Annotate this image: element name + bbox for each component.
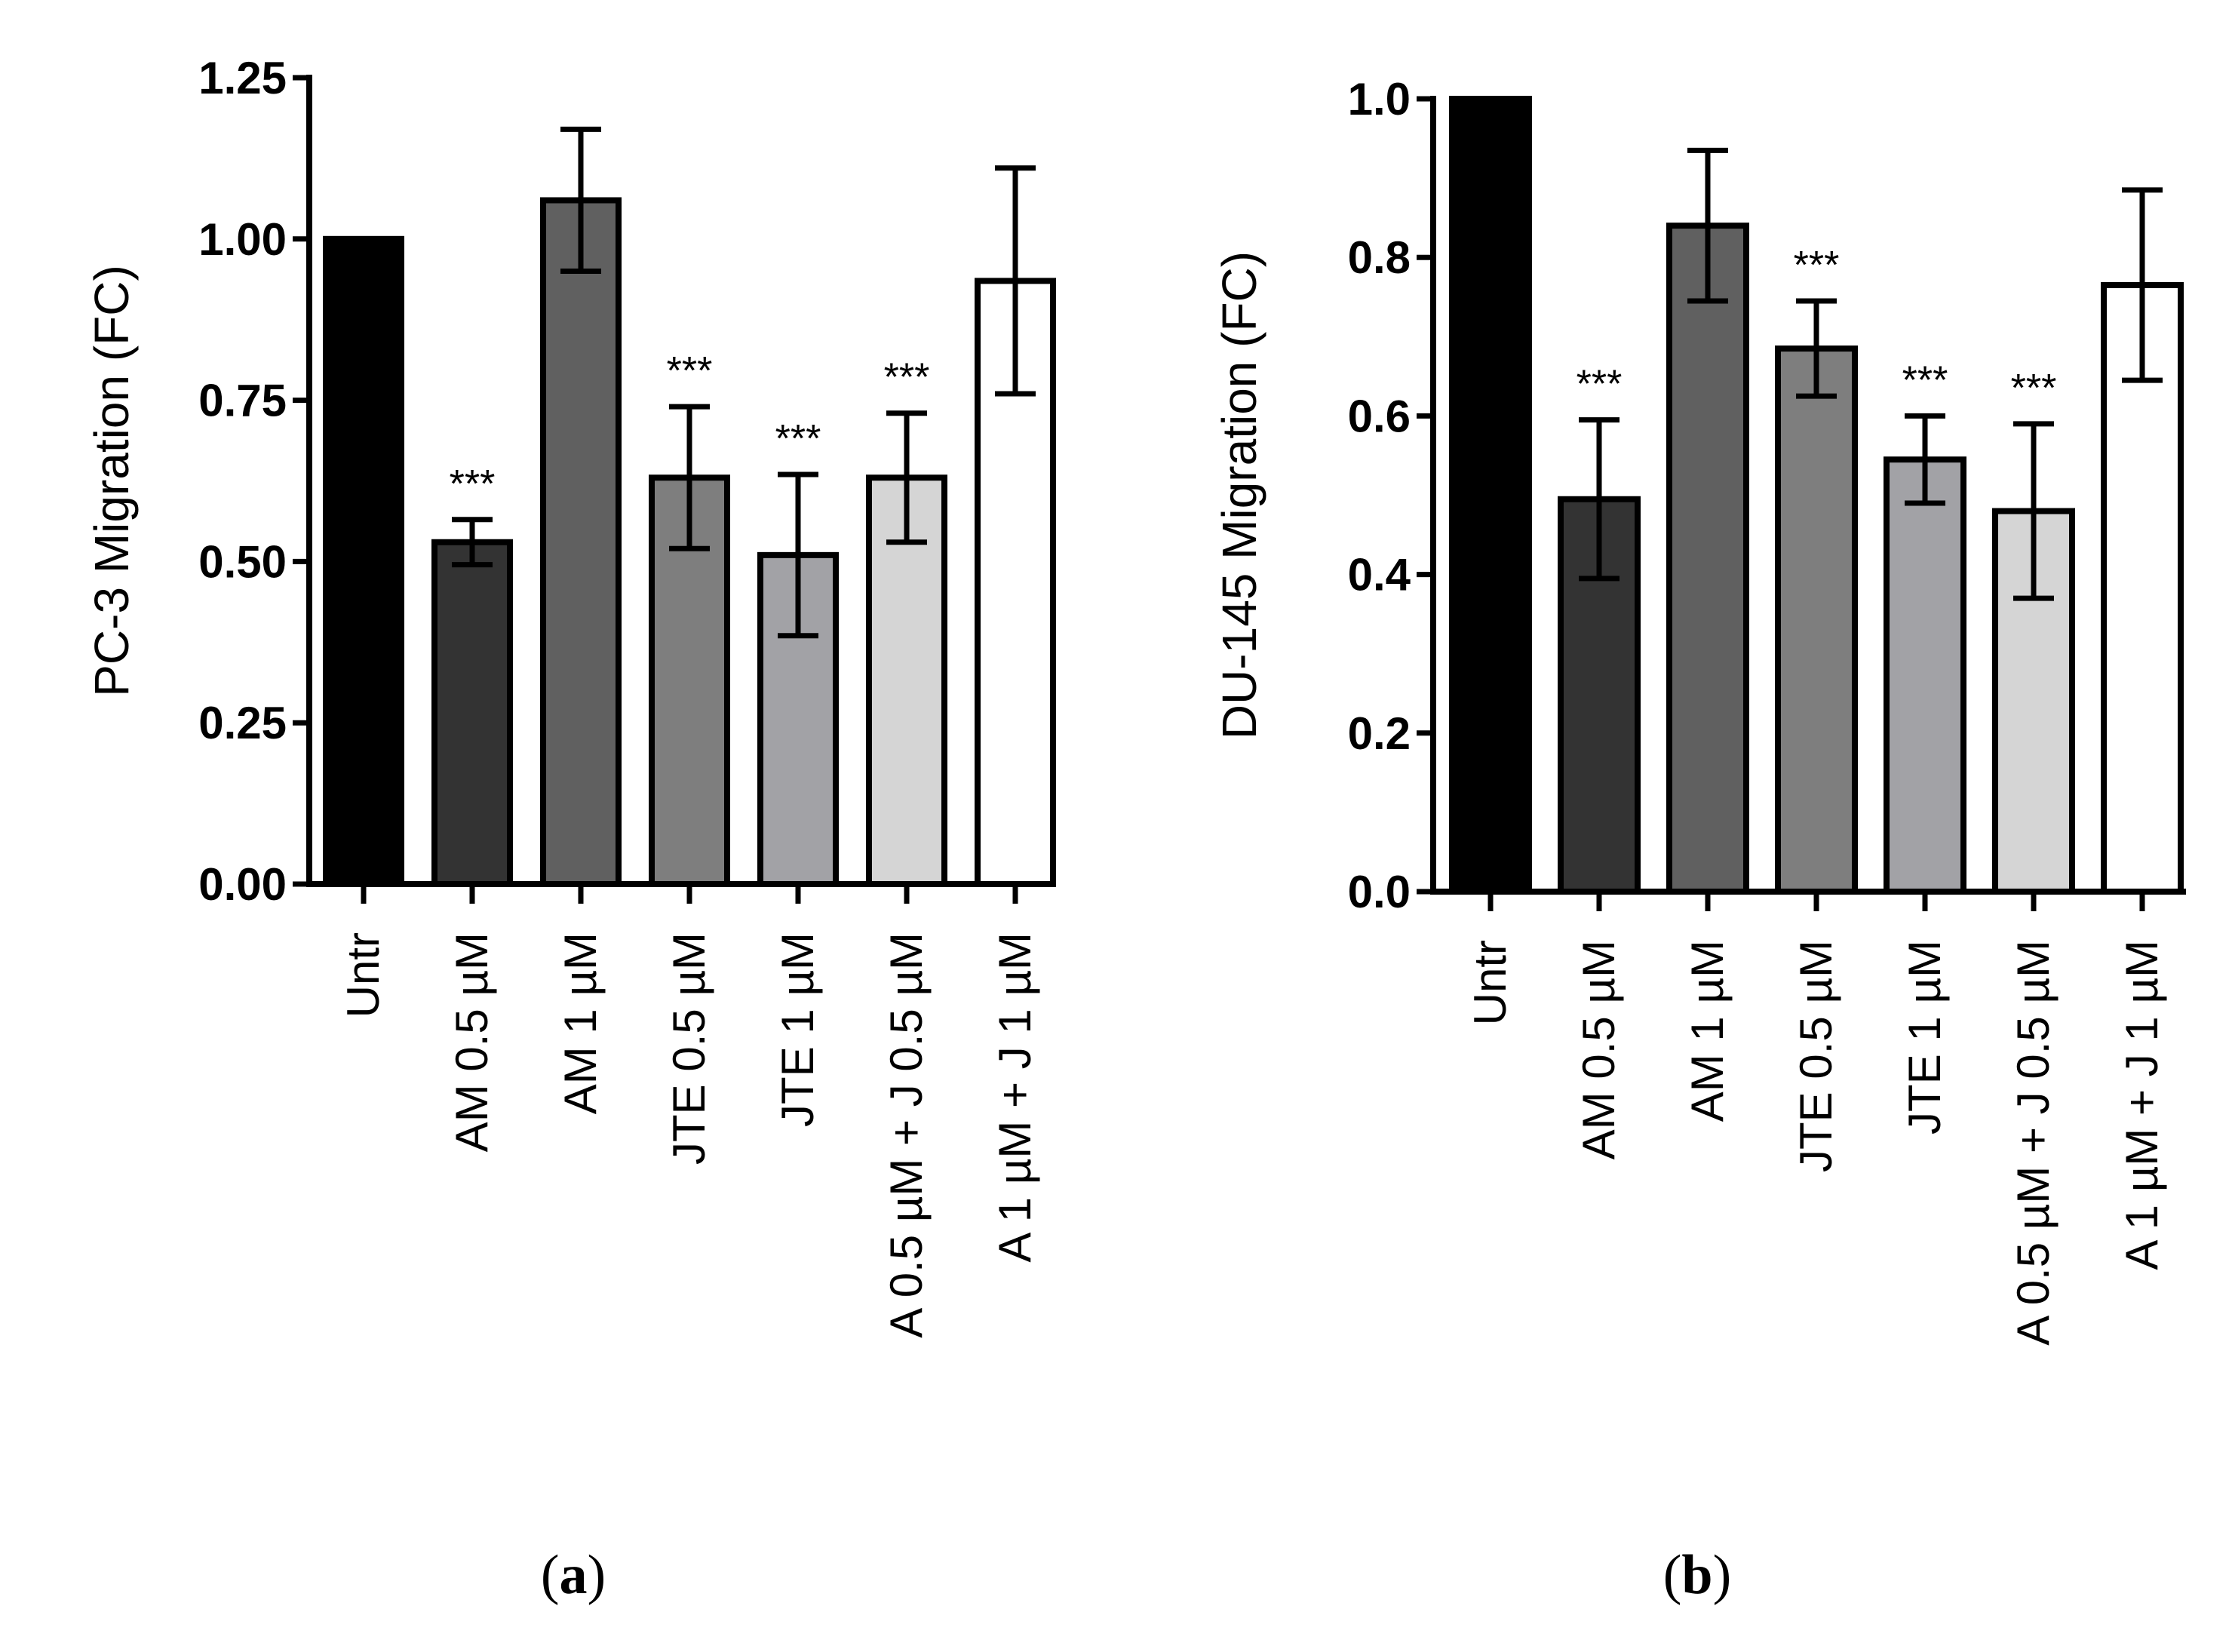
y-tick-label: 0.0 [1348,867,1411,917]
significance-label: *** [1577,363,1623,407]
y-tick-label: 0.6 [1348,391,1411,441]
y-tick-label: 0.2 [1348,708,1411,759]
significance-label: *** [1902,358,1948,402]
significance-label: *** [775,417,821,461]
significance-label: *** [667,349,713,393]
x-tick-label: JTE 1 µM [1899,940,1950,1135]
y-tick-label: 0.75 [198,376,287,426]
y-tick-label: 0.50 [198,536,287,587]
x-tick-label: A 1 µM + J 1 µM [2117,940,2167,1270]
y-axis-title: PC-3 Migration (FC) [84,265,139,697]
panel-label-a: (a) [541,1544,606,1606]
y-tick-label: 0.00 [198,859,287,910]
significance-label: *** [2011,367,2057,410]
x-tick-label: Untr [1465,940,1515,1025]
significance-label: *** [1794,244,1840,287]
bar [1666,223,1749,895]
bar [540,197,622,888]
y-tick-label: 1.25 [198,53,287,103]
bar [431,539,513,888]
panel-label-b: (b) [1663,1544,1731,1606]
bar [323,235,404,887]
y-tick-label: 1.0 [1348,74,1411,124]
bar [1884,456,1966,895]
chart-panel-a: Untr *** AM 0.5 µM AM 1 µM *** JTE 0.5 µM *** J… [84,53,1056,1338]
y-tick-label: 1.00 [198,214,287,265]
bar [1775,345,1858,895]
x-tick-label: AM 1 µM [555,932,606,1114]
x-tick-label: AM 0.5 µM [1573,940,1624,1159]
y-tick-label: 0.8 [1348,232,1411,283]
x-tick-label: A 0.5 µM + J 0.5 µM [2008,940,2059,1346]
x-tick-label: JTE 1 µM [772,932,823,1127]
x-tick-label: Untr [338,932,388,1018]
x-tick-label: A 0.5 µM + J 0.5 µM [881,932,932,1338]
bar [1449,96,1532,895]
x-tick-label: A 1 µM + J 1 µM [990,932,1040,1263]
significance-label: *** [450,462,496,506]
y-tick-label: 0.4 [1348,550,1411,600]
x-tick-label: JTE 0.5 µM [1791,940,1841,1172]
y-tick-label: 0.25 [198,698,287,748]
chart-panel-b: Untr *** AM 0.5 µM AM 1 µM *** JTE 0.5 µM *** J… [1212,74,2186,1346]
x-tick-label: JTE 0.5 µM [664,932,714,1165]
x-tick-label: AM 1 µM [1682,940,1733,1122]
y-axis-title: DU-145 Migration (FC) [1212,251,1266,739]
x-tick-label: AM 0.5 µM [447,932,497,1152]
significance-label: *** [884,356,930,400]
